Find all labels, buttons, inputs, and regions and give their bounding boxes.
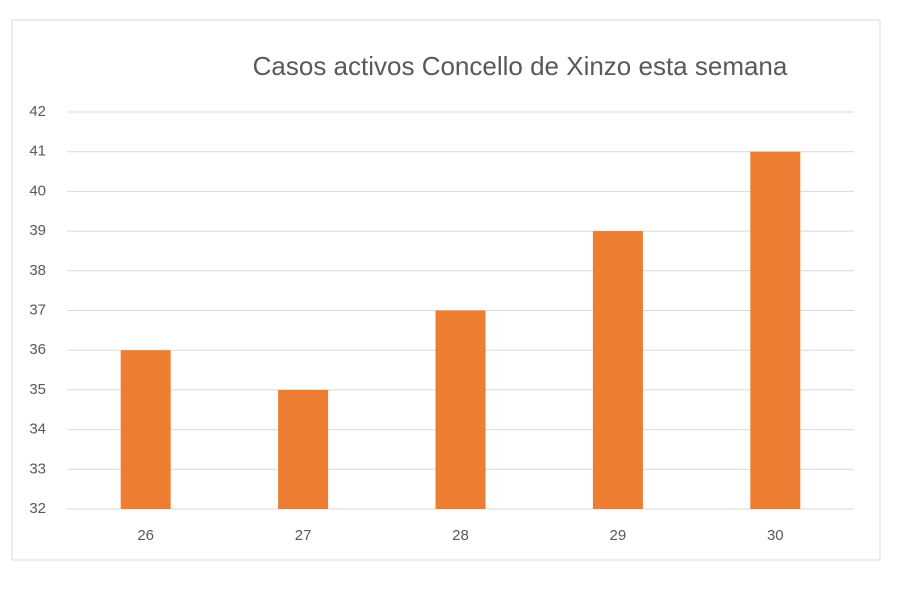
y-tick-label: 41 [29,143,46,160]
y-tick-label: 36 [29,341,46,358]
bar [435,310,486,509]
chart-title: Casos activos Concello de Xinzo esta sem… [253,51,788,81]
bar [278,389,329,509]
x-tick-label: 26 [137,527,154,544]
y-tick-label: 42 [29,103,46,120]
y-tick-label: 37 [29,301,46,318]
y-tick-label: 34 [29,421,46,438]
y-tick-label: 32 [29,500,46,517]
x-tick-label: 30 [767,527,784,544]
x-tick-label: 27 [295,527,312,544]
x-tick-label: 28 [452,527,469,544]
y-tick-label: 40 [29,182,46,199]
bar [592,231,643,509]
x-tick-label: 29 [610,527,627,544]
y-tick-label: 33 [29,460,46,477]
bar [120,350,171,509]
y-tick-label: 39 [29,222,46,239]
y-tick-label: 35 [29,381,46,398]
bar [750,151,801,509]
y-tick-label: 38 [29,262,46,279]
